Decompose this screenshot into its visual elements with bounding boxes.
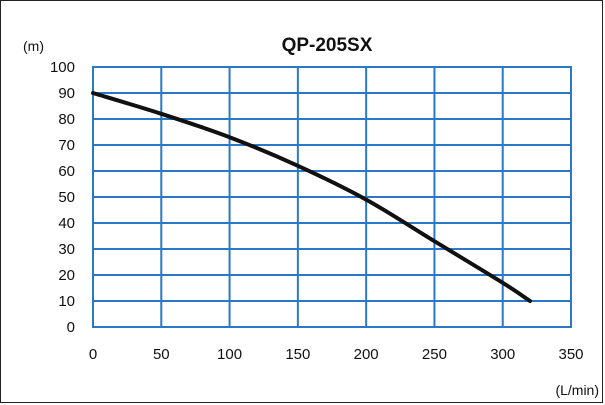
- x-tick-label: 300: [490, 346, 515, 363]
- y-tick-labels: 0 10 20 30 40 50 60 70 80 90 100: [50, 59, 75, 336]
- x-tick-label: 50: [153, 346, 170, 363]
- y-tick-label: 10: [58, 293, 75, 310]
- head-flow-curve: [91, 91, 533, 303]
- plot-area-border: [92, 66, 572, 328]
- y-tick-label: 40: [58, 215, 75, 232]
- x-tick-labels: 0 50 100 150 200 250 300 350: [89, 346, 584, 363]
- grid: [92, 66, 572, 328]
- x-tick-label: 350: [558, 346, 583, 363]
- x-tick-label: 0: [89, 346, 97, 363]
- y-tick-label: 90: [58, 85, 75, 102]
- x-tick-label: 100: [217, 346, 242, 363]
- y-tick-label: 50: [58, 189, 75, 206]
- y-tick-label: 0: [67, 319, 75, 336]
- y-tick-label: 100: [50, 59, 75, 76]
- chart-title: QP-205SX: [282, 35, 373, 56]
- y-tick-label: 30: [58, 241, 75, 258]
- y-tick-label: 70: [58, 137, 75, 154]
- x-tick-label: 250: [422, 346, 447, 363]
- y-axis-unit-label: (m): [23, 38, 44, 54]
- y-tick-label: 60: [58, 163, 75, 180]
- x-axis-unit-label: (L/min): [555, 382, 599, 398]
- y-tick-label: 80: [58, 111, 75, 128]
- curve-layer: [91, 91, 533, 303]
- y-tick-label: 20: [58, 267, 75, 284]
- x-tick-label: 150: [285, 346, 310, 363]
- x-tick-label: 200: [354, 346, 379, 363]
